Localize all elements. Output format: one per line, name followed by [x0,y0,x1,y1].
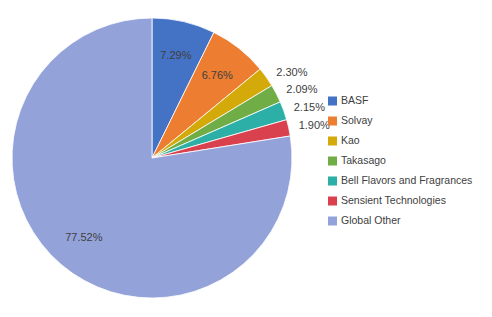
legend: BASF Solvay Kao Takasago Bell Flavors and Fr… [328,94,472,226]
legend-swatch [328,197,337,206]
legend-swatch [328,177,337,186]
legend-label: Sensient Technologies [341,194,446,206]
data-label: 7.29% [160,49,191,61]
data-labels: 7.29% 6.76% 2.30% 2.09% 2.15% 1.90% 77.52% [65,49,330,243]
data-label: 6.76% [202,69,233,81]
legend-label: BASF [341,94,368,106]
legend-swatch [328,157,337,166]
chart-svg: 7.29% 6.76% 2.30% 2.09% 2.15% 1.90% 77.52% BASF… [0,0,492,317]
pie-slice [12,18,292,298]
data-label: 2.30% [276,66,307,78]
legend-label: Takasago [341,154,386,166]
legend-label: Bell Flavors and Fragrances [341,174,472,186]
data-label: 77.52% [65,231,103,243]
data-label: 1.90% [299,119,330,131]
legend-swatch [328,97,337,106]
data-label: 2.09% [286,83,317,95]
legend-label: Kao [341,134,360,146]
legend-swatch [328,137,337,146]
data-label: 2.15% [294,101,325,113]
pie [12,18,292,298]
legend-label: Solvay [341,114,373,126]
legend-swatch [328,117,337,126]
legend-label: Global Other [341,214,401,226]
legend-swatch [328,217,337,226]
chart-container: 7.29% 6.76% 2.30% 2.09% 2.15% 1.90% 77.52% BASF… [0,0,492,317]
